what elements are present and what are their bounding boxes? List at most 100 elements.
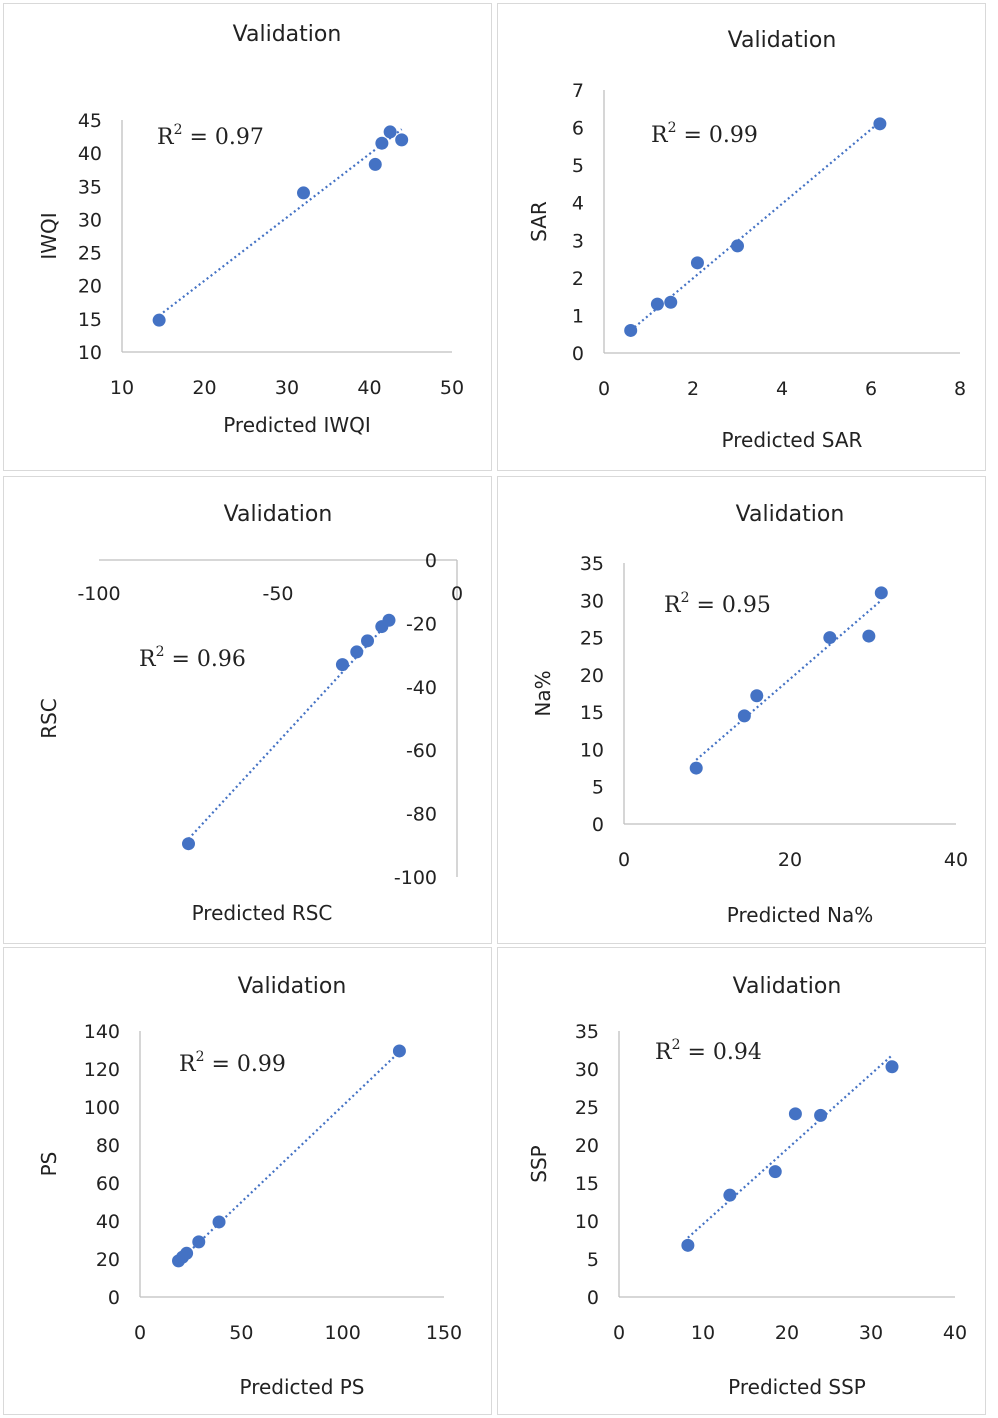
- data-point: [874, 586, 888, 600]
- chart-panel-sar: Validation 0 2 4 6 8 0 1 2 3 4 5 6 7 Predicted SAR SAR R…: [497, 3, 986, 471]
- x-tick-label: 20: [192, 377, 216, 399]
- trendline: [177, 1051, 401, 1263]
- x-tick-label: 150: [426, 1322, 462, 1344]
- x-axis-title: Predicted IWQI: [223, 413, 371, 437]
- y-tick-label: 30: [580, 590, 604, 612]
- y-tick-label: 5: [572, 155, 584, 177]
- r-squared-annotation: R2 = 0.97: [157, 122, 264, 150]
- y-axis-title: Na%: [531, 670, 555, 716]
- y-axis-title: PS: [37, 1152, 61, 1177]
- x-tick-label: 50: [229, 1322, 253, 1344]
- r-squared-symbol: R: [655, 1040, 673, 1065]
- y-tick-label: 120: [84, 1059, 120, 1081]
- x-tick-label: 0: [451, 583, 463, 605]
- x-tick-label: 20: [775, 1322, 799, 1344]
- data-point: [395, 133, 409, 147]
- data-point: [624, 323, 638, 337]
- y-tick-label: 40: [78, 143, 102, 165]
- data-point: [335, 658, 349, 672]
- x-tick-label: 10: [110, 377, 134, 399]
- r-squared-superscript: 2: [672, 1037, 681, 1053]
- x-tick-label: 0: [618, 849, 630, 871]
- x-tick-label: 0: [134, 1322, 146, 1344]
- data-point: [690, 256, 704, 270]
- x-tick-label: 4: [776, 378, 788, 400]
- x-tick-label: 40: [943, 1322, 967, 1344]
- y-tick-label: 2: [572, 268, 584, 290]
- y-tick-label: 30: [78, 209, 102, 231]
- data-point: [873, 117, 887, 131]
- x-axis-title: Predicted SSP: [728, 1375, 866, 1399]
- y-tick-label: 20: [78, 276, 102, 298]
- y-tick-label: 80: [96, 1135, 120, 1157]
- data-point: [180, 1246, 194, 1260]
- chart-panel-rsc: Validation -100 -50 0 0 -20 -40 -60 -80 -100 Predi…: [3, 476, 492, 944]
- chart-svg: Validation 0 50 100 150 0 20 40 60 80 100 120 140 Pre…: [37, 974, 462, 1399]
- y-tick-label: 25: [78, 243, 102, 265]
- y-tick-label: 0: [108, 1287, 120, 1309]
- r-squared-value: = 0.97: [183, 125, 264, 150]
- data-point: [192, 1235, 206, 1249]
- y-tick-label: 15: [78, 309, 102, 331]
- y-tick-label: 10: [78, 342, 102, 364]
- data-point: [814, 1108, 828, 1122]
- data-point: [650, 297, 664, 311]
- y-tick-label: 10: [575, 1211, 599, 1233]
- x-tick-label: 0: [613, 1322, 625, 1344]
- data-point: [182, 837, 195, 851]
- y-tick-label: 20: [96, 1249, 120, 1271]
- r-squared-symbol: R: [139, 647, 157, 672]
- x-axis-title: Predicted PS: [240, 1375, 365, 1399]
- x-axis-title: Predicted Na%: [727, 903, 873, 927]
- data-point: [731, 239, 744, 253]
- y-tick-label: 10: [580, 739, 604, 761]
- y-tick-label: 40: [96, 1211, 120, 1233]
- y-tick-label: 1: [572, 305, 584, 327]
- y-tick-label: 35: [580, 553, 604, 575]
- trendline: [695, 599, 883, 761]
- y-tick-label: 100: [84, 1097, 120, 1119]
- r-squared-superscript: 2: [156, 644, 165, 660]
- r-squared-annotation: R2 = 0.99: [651, 120, 758, 148]
- y-tick-label: -20: [406, 613, 437, 635]
- y-tick-label: 0: [592, 814, 604, 836]
- y-tick-label: 25: [575, 1097, 599, 1119]
- r-squared-value: = 0.99: [677, 123, 758, 148]
- r-squared-annotation: R2 = 0.96: [139, 644, 246, 672]
- y-tick-label: 35: [575, 1021, 599, 1043]
- r-squared-symbol: R: [179, 1052, 197, 1077]
- r-squared-annotation: R2 = 0.95: [664, 590, 771, 618]
- r-squared-superscript: 2: [681, 590, 690, 606]
- y-tick-label: 6: [572, 118, 584, 140]
- y-tick-label: 4: [572, 193, 584, 215]
- y-tick-label: 15: [580, 702, 604, 724]
- x-tick-label: 30: [859, 1322, 883, 1344]
- data-point: [768, 1165, 782, 1179]
- y-tick-label: -100: [394, 867, 437, 889]
- x-tick-label: 30: [275, 377, 299, 399]
- y-tick-label: 20: [575, 1135, 599, 1157]
- data-point: [788, 1107, 802, 1121]
- chart-title: Validation: [238, 974, 347, 999]
- data-point: [664, 295, 678, 309]
- r-squared-value: = 0.95: [690, 593, 771, 618]
- data-point: [368, 157, 382, 171]
- chart-panel-ssp: Validation 0 10 20 30 40 0 5 10 15 20 25 30 35 Predict…: [497, 947, 986, 1415]
- trendline: [629, 121, 881, 332]
- x-tick-label: 50: [440, 377, 464, 399]
- data-point: [152, 313, 166, 327]
- chart-panel-ps: Validation 0 50 100 150 0 20 40 60 80 100 120 140 Pre…: [3, 947, 492, 1415]
- y-tick-label: 60: [96, 1173, 120, 1195]
- r-squared-superscript: 2: [174, 122, 183, 138]
- x-tick-label: 10: [691, 1322, 715, 1344]
- x-tick-label: 6: [865, 378, 877, 400]
- y-tick-label: 0: [587, 1287, 599, 1309]
- chart-title: Validation: [728, 28, 837, 53]
- data-point: [885, 1060, 899, 1074]
- data-point: [297, 186, 310, 200]
- data-point: [823, 631, 837, 645]
- x-tick-label: 2: [687, 378, 699, 400]
- trendline: [687, 1054, 893, 1239]
- r-squared-annotation: R2 = 0.99: [179, 1049, 286, 1077]
- y-axis-title: RSC: [37, 698, 61, 739]
